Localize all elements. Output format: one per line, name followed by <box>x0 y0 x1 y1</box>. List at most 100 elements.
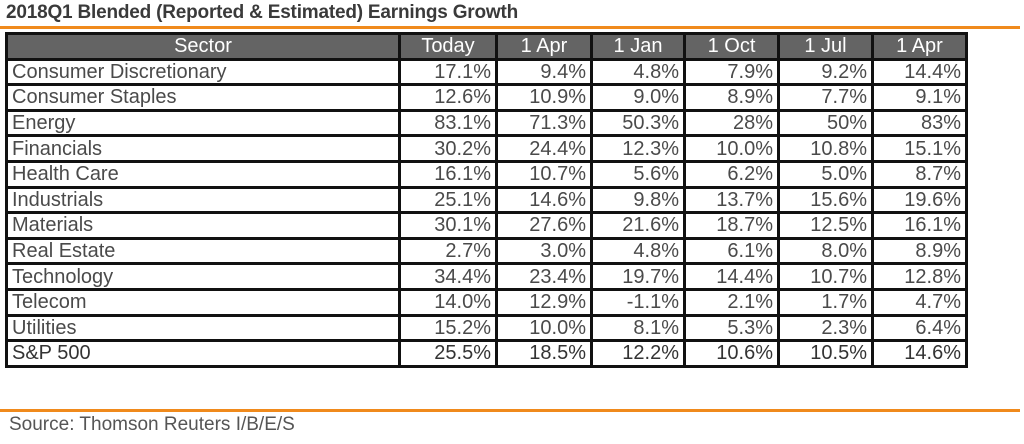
value-cell: 24.4% <box>495 134 593 163</box>
table-row: Technology 34.4% 23.4% 19.7% 14.4% 10.7% 12.8% <box>5 262 968 291</box>
column-header: 1 Oct <box>683 32 780 61</box>
column-header: 1 Apr <box>495 32 593 61</box>
value-cell: 34.4% <box>398 262 498 291</box>
earnings-growth-table: Sector Today 1 Apr 1 Jan 1 Oct 1 Jul 1 Apr Con… <box>5 32 968 368</box>
value-cell: 4.8% <box>590 236 686 266</box>
value-cell: 17.1% <box>398 57 498 87</box>
value-cell: 50.3% <box>590 108 686 138</box>
value-cell: 6.1% <box>683 236 780 266</box>
value-cell: 1.7% <box>777 287 874 317</box>
value-cell: 10.5% <box>777 339 874 368</box>
value-cell: 21.6% <box>590 211 686 240</box>
value-cell: 15.6% <box>777 185 874 215</box>
table-row: Industrials 25.1% 14.6% 9.8% 13.7% 15.6% 19.6% <box>5 185 968 215</box>
total-row: S&P 500 25.5% 18.5% 12.2% 10.6% 10.5% 14.6% <box>5 339 968 368</box>
table-row: Consumer Staples 12.6% 10.9% 9.0% 8.9% 7.7% 9.… <box>5 83 968 112</box>
value-cell: 10.8% <box>777 134 874 163</box>
table-row: Health Care 16.1% 10.7% 5.6% 6.2% 5.0% 8.7% <box>5 159 968 189</box>
value-cell: 2.1% <box>683 287 780 317</box>
value-cell: -1.1% <box>590 287 686 317</box>
value-cell: 7.9% <box>683 57 780 87</box>
value-cell: 14.6% <box>871 339 968 368</box>
value-cell: 8.7% <box>871 159 968 189</box>
value-cell: 9.2% <box>777 57 874 87</box>
title-divider <box>0 26 1020 29</box>
value-cell: 4.8% <box>590 57 686 87</box>
value-cell: 13.7% <box>683 185 780 215</box>
value-cell: 10.7% <box>777 262 874 291</box>
value-cell: 14.6% <box>495 185 593 215</box>
sector-cell: Energy <box>5 108 401 138</box>
value-cell: 10.0% <box>683 134 780 163</box>
value-cell: 15.2% <box>398 313 498 343</box>
value-cell: 9.1% <box>871 83 968 112</box>
value-cell: 71.3% <box>495 108 593 138</box>
value-cell: 19.7% <box>590 262 686 291</box>
sector-cell: Industrials <box>5 185 401 215</box>
value-cell: 12.3% <box>590 134 686 163</box>
value-cell: 14.0% <box>398 287 498 317</box>
value-cell: 18.5% <box>495 339 593 368</box>
sector-cell: Real Estate <box>5 236 401 266</box>
value-cell: 83.1% <box>398 108 498 138</box>
value-cell: 16.1% <box>871 211 968 240</box>
column-header: Sector <box>5 32 401 61</box>
value-cell: 23.4% <box>495 262 593 291</box>
value-cell: 8.1% <box>590 313 686 343</box>
value-cell: 14.4% <box>871 57 968 87</box>
value-cell: 14.4% <box>683 262 780 291</box>
value-cell: 12.5% <box>777 211 874 240</box>
value-cell: 27.6% <box>495 211 593 240</box>
table-row: Real Estate 2.7% 3.0% 4.8% 6.1% 8.0% 8.9% <box>5 236 968 266</box>
sector-cell: Telecom <box>5 287 401 317</box>
column-header: 1 Jul <box>777 32 874 61</box>
value-cell: 12.2% <box>590 339 686 368</box>
table-title: 2018Q1 Blended (Reported & Estimated) Ea… <box>6 2 519 23</box>
value-cell: 25.1% <box>398 185 498 215</box>
value-cell: 25.5% <box>398 339 498 368</box>
value-cell: 5.0% <box>777 159 874 189</box>
value-cell: 4.7% <box>871 287 968 317</box>
table-row: Energy 83.1% 71.3% 50.3% 28% 50% 83% <box>5 108 968 138</box>
table-row: Materials 30.1% 27.6% 21.6% 18.7% 12.5% 16.1% <box>5 211 968 240</box>
footer-divider <box>0 409 1020 412</box>
value-cell: 16.1% <box>398 159 498 189</box>
value-cell: 8.9% <box>871 236 968 266</box>
value-cell: 10.9% <box>495 83 593 112</box>
column-header: 1 Apr <box>871 32 968 61</box>
sector-cell: Health Care <box>5 159 401 189</box>
header-row: Sector Today 1 Apr 1 Jan 1 Oct 1 Jul 1 Apr <box>5 32 968 61</box>
sector-cell: Materials <box>5 211 401 240</box>
table-row: Utilities 15.2% 10.0% 8.1% 5.3% 2.3% 6.4% <box>5 313 968 343</box>
value-cell: 10.6% <box>683 339 780 368</box>
sector-cell: Consumer Discretionary <box>5 57 401 87</box>
value-cell: 12.9% <box>495 287 593 317</box>
value-cell: 19.6% <box>871 185 968 215</box>
value-cell: 15.1% <box>871 134 968 163</box>
source-note: Source: Thomson Reuters I/B/E/S <box>9 414 295 435</box>
value-cell: 10.0% <box>495 313 593 343</box>
column-header: 1 Jan <box>590 32 686 61</box>
column-header: Today <box>398 32 498 61</box>
table-row: Telecom 14.0% 12.9% -1.1% 2.1% 1.7% 4.7% <box>5 287 968 317</box>
value-cell: 2.7% <box>398 236 498 266</box>
value-cell: 6.4% <box>871 313 968 343</box>
value-cell: 9.4% <box>495 57 593 87</box>
value-cell: 7.7% <box>777 83 874 112</box>
value-cell: 18.7% <box>683 211 780 240</box>
value-cell: 2.3% <box>777 313 874 343</box>
value-cell: 30.1% <box>398 211 498 240</box>
value-cell: 9.0% <box>590 83 686 112</box>
value-cell: 6.2% <box>683 159 780 189</box>
value-cell: 10.7% <box>495 159 593 189</box>
value-cell: 50% <box>777 108 874 138</box>
value-cell: 8.0% <box>777 236 874 266</box>
value-cell: 12.6% <box>398 83 498 112</box>
value-cell: 12.8% <box>871 262 968 291</box>
table-row: Consumer Discretionary 17.1% 9.4% 4.8% 7.9% 9… <box>5 57 968 87</box>
sector-cell: S&P 500 <box>5 339 401 368</box>
sector-cell: Utilities <box>5 313 401 343</box>
value-cell: 5.3% <box>683 313 780 343</box>
sector-cell: Financials <box>5 134 401 163</box>
value-cell: 9.8% <box>590 185 686 215</box>
